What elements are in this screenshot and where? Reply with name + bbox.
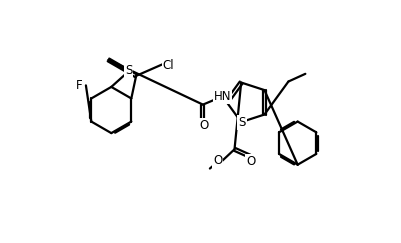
Text: S: S (124, 64, 132, 77)
Text: Cl: Cl (162, 59, 174, 72)
Text: O: O (245, 155, 255, 168)
Text: S: S (238, 116, 245, 129)
Text: F: F (75, 79, 82, 92)
Text: O: O (213, 154, 222, 166)
Text: O: O (198, 119, 208, 132)
Text: HN: HN (213, 90, 230, 103)
